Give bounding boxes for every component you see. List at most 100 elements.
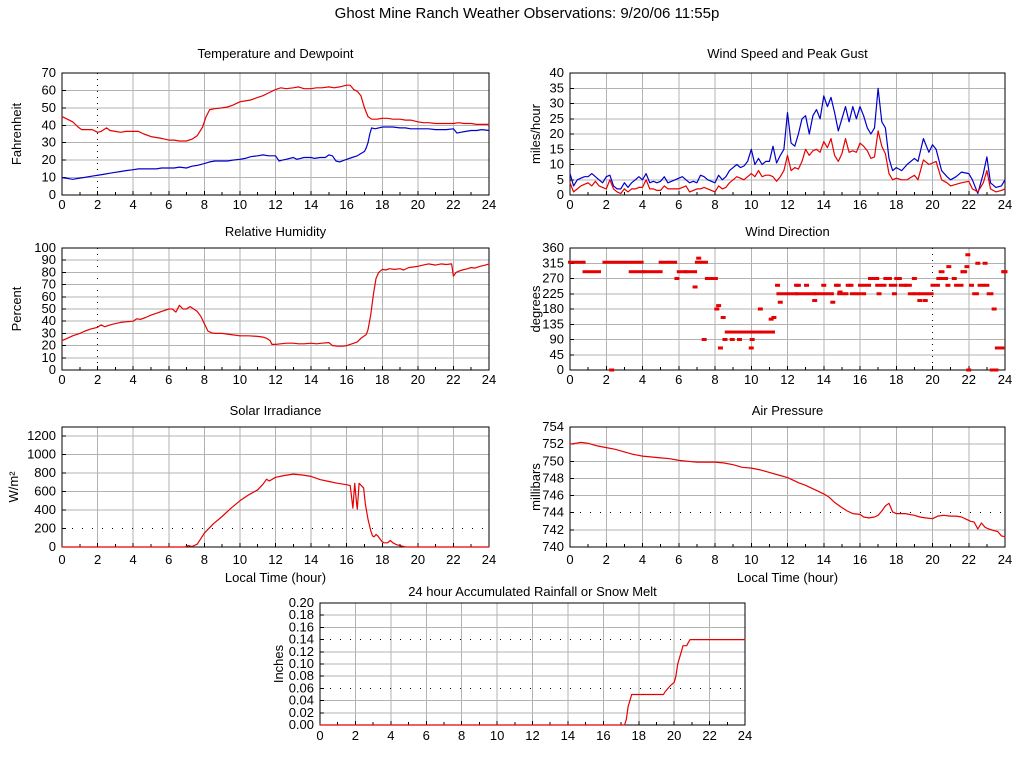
- direction-point: [722, 338, 728, 341]
- x-tick-label: 8: [458, 728, 465, 743]
- x-tick-label: 0: [58, 197, 65, 212]
- x-tick-label: 0: [316, 728, 323, 743]
- direction-point: [777, 300, 783, 304]
- axis-labels: 0 2 4 6 8 10 12 14 16 18 20 22 240.000.020.040.060.0…: [289, 595, 753, 743]
- x-tick-label: 24: [738, 728, 752, 743]
- x-tick-label: 22: [702, 728, 716, 743]
- chart-title: Wind Direction: [745, 224, 830, 239]
- x-tick-label: 12: [268, 197, 282, 212]
- axis-ticks: [61, 435, 490, 548]
- direction-point: [965, 253, 971, 257]
- y-axis-label: Inches: [271, 644, 286, 683]
- x-tick-label: 12: [780, 197, 794, 212]
- direction-band: [940, 277, 949, 280]
- direction-point: [795, 283, 801, 287]
- y-tick-label: 20: [42, 338, 56, 353]
- x-tick-label: 6: [165, 552, 172, 567]
- x-tick-label: 2: [94, 197, 101, 212]
- axis-labels: 0 2 4 6 8 10 12 14 16 18 20 22 240459013518022527031…: [542, 240, 1012, 387]
- y-tick-label: 0.10: [289, 656, 314, 671]
- y-tick-label: 740: [542, 539, 564, 554]
- x-tick-label: 24: [998, 552, 1012, 567]
- y-tick-label: 0.08: [289, 668, 314, 683]
- x-tick-label: 2: [352, 728, 359, 743]
- x-tick-label: 14: [561, 728, 575, 743]
- y-tick-label: 742: [542, 522, 564, 537]
- temp-chart: 0 2 4 6 8 10 12 14 16 18 20 22 24010203040506070Temp…: [9, 46, 496, 212]
- y-tick-label: 1000: [27, 447, 56, 462]
- y-tick-label: 50: [42, 100, 56, 115]
- direction-point: [609, 368, 615, 372]
- direction-band: [913, 292, 920, 296]
- direction-band: [918, 292, 934, 296]
- direction-point: [749, 338, 755, 341]
- direction-point: [748, 346, 754, 350]
- direction-band: [684, 270, 698, 274]
- x-tick-label: 18: [889, 197, 903, 212]
- y-tick-label: 40: [550, 65, 564, 80]
- y-tick-label: 0: [49, 187, 56, 202]
- direction-point: [729, 338, 735, 341]
- direction-band: [888, 283, 898, 287]
- relative-humidity-line: [61, 263, 490, 347]
- direction-point: [812, 299, 818, 303]
- direction-point: [966, 368, 972, 372]
- direction-band: [904, 283, 912, 287]
- y-tick-label: 0.20: [289, 595, 314, 610]
- y-tick-label: 360: [542, 240, 564, 255]
- x-tick-label: 24: [998, 372, 1012, 387]
- x-tick-label: 20: [667, 728, 681, 743]
- x-tick-label: 16: [339, 197, 353, 212]
- hum-chart: 0 2 4 6 8 10 12 14 16 18 20 22 240102030405060708090…: [9, 224, 496, 387]
- x-tick-label: 20: [411, 197, 425, 212]
- direction-point: [982, 261, 988, 265]
- direction-point: [917, 299, 923, 303]
- direction-point: [876, 292, 882, 296]
- x-tick-label: 6: [423, 728, 430, 743]
- x-tick-label: 16: [853, 197, 867, 212]
- direction-band: [813, 292, 834, 296]
- axis-labels: 0 2 4 6 8 10 12 14 16 18 20 22 240200400600800100012…: [27, 428, 496, 567]
- x-tick-label: 14: [817, 372, 831, 387]
- y-tick-label: 40: [42, 117, 56, 132]
- y-axis-label: Fahrenheit: [9, 103, 24, 166]
- y-tick-label: 10: [42, 350, 56, 365]
- y-tick-label: 800: [34, 465, 56, 480]
- x-tick-label: 22: [446, 552, 460, 567]
- gridlines: [570, 73, 1005, 195]
- x-tick-label: 16: [853, 552, 867, 567]
- direction-point: [696, 256, 702, 260]
- direction-band: [954, 283, 964, 287]
- x-tick-label: 6: [675, 552, 682, 567]
- gridlines: [62, 73, 489, 195]
- x-tick-label: 12: [780, 552, 794, 567]
- y-tick-label: 600: [34, 484, 56, 499]
- x-tick-label: 24: [482, 552, 496, 567]
- x-tick-label: 6: [165, 197, 172, 212]
- direction-band: [894, 277, 902, 280]
- direction-band: [986, 292, 994, 296]
- direction-band: [631, 260, 644, 264]
- direction-band: [676, 270, 688, 274]
- direction-point: [830, 300, 836, 304]
- y-tick-label: 400: [34, 502, 56, 517]
- y-tick-label: 754: [542, 419, 564, 434]
- direction-band: [568, 260, 586, 264]
- direction-band: [930, 283, 940, 287]
- y-tick-label: 748: [542, 470, 564, 485]
- direction-point: [989, 368, 995, 372]
- axis-labels: 0 2 4 6 8 10 12 14 16 18 20 22 247407427447467487507…: [542, 419, 1012, 567]
- x-tick-label: 14: [304, 197, 318, 212]
- x-tick-label: 2: [603, 372, 610, 387]
- x-tick-label: 8: [201, 197, 208, 212]
- x-tick-label: 4: [130, 552, 137, 567]
- x-tick-label: 8: [711, 372, 718, 387]
- direction-point: [768, 317, 774, 321]
- y-tick-label: 180: [542, 301, 564, 316]
- y-tick-label: 0.14: [289, 632, 314, 647]
- wind-direction-points: [568, 253, 1008, 372]
- y-tick-label: 15: [550, 141, 564, 156]
- direction-band: [837, 292, 849, 296]
